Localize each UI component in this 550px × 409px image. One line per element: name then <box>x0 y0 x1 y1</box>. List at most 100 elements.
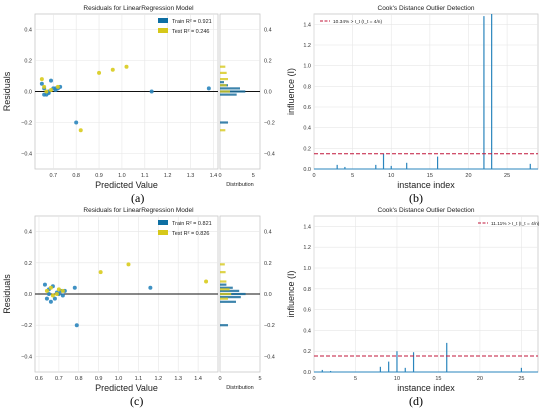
dist-bar-test <box>220 271 226 274</box>
test-point <box>124 64 129 69</box>
dist-bar-test <box>220 297 228 300</box>
dist-bar-train <box>220 121 228 124</box>
x-tick-label: 25 <box>504 173 510 179</box>
y-tick-label: 0.6 <box>303 105 311 111</box>
legend-swatch <box>158 28 168 33</box>
x-tick-label: 0.8 <box>72 173 80 179</box>
chart-title: Residuals for LinearRegression Model <box>83 207 194 214</box>
y-axis-label: Residuals <box>2 274 12 314</box>
dist-bar-test <box>220 288 230 291</box>
y-tick-label: 0.0 <box>24 90 32 96</box>
distribution-label: Distribution <box>226 182 254 188</box>
y-tick-label: −0.4 <box>21 354 32 360</box>
x-tick-label: 15 <box>435 376 441 382</box>
test-point <box>56 287 61 292</box>
test-point <box>55 84 60 89</box>
dist-bar-test <box>220 78 228 81</box>
y-tick-label: −0.2 <box>21 323 32 329</box>
x-tick-label: 10 <box>394 376 400 382</box>
y-tick-label: 0.6 <box>303 308 311 314</box>
plot-area <box>313 215 539 373</box>
y-tick-label: 1.0 <box>303 64 311 70</box>
x-tick-label: 1.4 <box>210 173 218 179</box>
test-point <box>44 288 49 293</box>
x-tick-label: 1.0 <box>118 173 126 179</box>
x-tick-label: 0.9 <box>95 376 103 382</box>
y-tick-label: −0.2 <box>21 121 32 127</box>
dist-bar-test <box>220 280 227 283</box>
test-point <box>204 279 209 284</box>
train-point <box>72 285 77 290</box>
y-tick-label: 0.4 <box>24 28 32 34</box>
dist-y-tick-label: 0.0 <box>264 90 272 96</box>
y-tick-label: 0.0 <box>303 167 311 173</box>
test-point <box>44 89 49 94</box>
dist-y-tick-label: 0.2 <box>264 261 272 267</box>
legend-label: Test R² = 0.826 <box>172 231 209 237</box>
dist-bar-train <box>220 300 236 303</box>
y-tick-label: 1.2 <box>303 245 311 251</box>
x-tick-label: 1.2 <box>164 173 172 179</box>
x-tick-label: 15 <box>427 173 433 179</box>
dist-bar-train <box>220 289 240 292</box>
x-tick-label: 0.7 <box>55 376 63 382</box>
x-tick-label: 1.1 <box>135 376 143 382</box>
cooks-chart-d: 0 5 10 15 20 25 0.0 0.2 0.4 0.6 0.8 1.0 1.2 1.4 11.11%… <box>286 207 540 393</box>
x-tick-label: 1.0 <box>115 376 123 382</box>
test-point <box>110 67 115 72</box>
test-point <box>39 77 44 82</box>
x-tick-label: 1.4 <box>194 376 202 382</box>
chart-title: Cook's Distance Outlier Detection <box>378 5 475 12</box>
train-point <box>206 86 211 91</box>
train-point <box>46 292 51 296</box>
dist-bar-train <box>220 87 240 90</box>
residuals-chart-c: 0.6 0.7 0.8 0.9 1.0 1.1 1.2 1.3 1.4 −0.4 −0.4 −0.2 −… <box>2 207 275 393</box>
y-tick-label: 0.0 <box>303 370 311 376</box>
train-point <box>39 81 44 86</box>
x-tick-label: 1.1 <box>141 173 149 179</box>
train-point <box>74 323 79 328</box>
x-tick-label: 0.7 <box>49 173 57 179</box>
dist-bar-test <box>220 129 226 132</box>
y-axis-label: influence (I) <box>286 68 296 115</box>
y-tick-label: 0.4 <box>303 328 311 334</box>
test-point <box>97 70 102 75</box>
legend-label: Train R² = 0.821 <box>172 221 212 227</box>
legend-label: Train R² = 0.921 <box>172 19 212 25</box>
y-tick-label: 0.2 <box>24 261 32 267</box>
dist-bar-test <box>220 292 232 296</box>
test-point <box>98 270 103 275</box>
x-tick-label: 0.6 <box>35 376 43 382</box>
test-point <box>48 285 53 290</box>
test-point <box>49 87 54 92</box>
distribution-label: Distribution <box>226 385 254 391</box>
dist-bar-train <box>220 283 227 286</box>
x-tick-label: 5 <box>354 376 357 382</box>
dist-x-tick-label: 5 <box>258 376 261 382</box>
train-point <box>149 89 154 94</box>
dist-y-tick-label: −0.2 <box>264 121 275 127</box>
y-tick-label: 0.4 <box>24 230 32 236</box>
y-tick-label: −0.4 <box>21 152 32 158</box>
x-axis-label: Predicted Value <box>95 383 158 393</box>
legend-swatch <box>158 18 168 23</box>
legend-swatch <box>158 220 168 225</box>
x-axis-label: instance index <box>397 180 455 190</box>
train-point <box>42 282 47 287</box>
dist-bar-train <box>220 286 233 289</box>
dist-x-tick-label: 0 <box>218 376 221 382</box>
dist-y-tick-label: −0.4 <box>264 354 275 360</box>
train-point <box>48 299 53 304</box>
test-point <box>54 292 59 296</box>
dist-bar-train <box>220 93 237 96</box>
y-axis-label: Residuals <box>2 71 12 111</box>
dist-y-tick-label: 0.0 <box>264 292 272 298</box>
y-tick-label: 0.8 <box>303 287 311 293</box>
dist-bar-test <box>220 90 230 93</box>
train-point <box>49 78 54 83</box>
x-tick-label: 20 <box>477 376 483 382</box>
caption-d: (d) <box>409 394 423 408</box>
dist-x-tick-label: 0 <box>218 173 221 179</box>
y-axis-label: influence (I) <box>286 270 296 317</box>
